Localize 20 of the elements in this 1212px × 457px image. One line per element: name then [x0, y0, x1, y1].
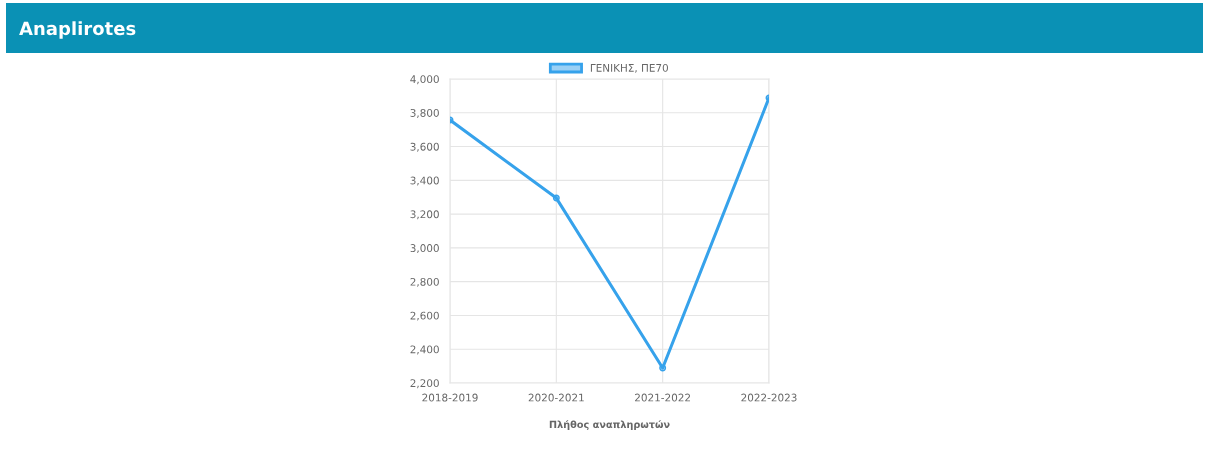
y-tick-label: 4,000 [410, 75, 439, 85]
y-tick-label: 2,200 [410, 379, 439, 389]
x-tick-label: 2022-2023 [741, 393, 797, 402]
y-tick-label: 3,400 [410, 176, 439, 186]
point [659, 364, 667, 372]
y-tick-label: 3,800 [410, 109, 439, 118]
y-tick-label: 2,400 [410, 345, 439, 355]
x-tick-label: 2020-2021 [528, 393, 584, 402]
y-tick-label: 3,600 [410, 142, 439, 152]
y-tick-label: 3,000 [410, 244, 439, 254]
y-tick-label: 2,800 [410, 277, 439, 287]
y-tick-label: 2,600 [410, 311, 439, 321]
y-tick-label: 3,200 [410, 210, 439, 220]
point [552, 194, 560, 202]
x-axis-title: Πλήθος αναπληρωτών [549, 420, 670, 430]
x-tick-label: 2018-2019 [422, 393, 478, 402]
text: Anaplirotes [19, 21, 136, 39]
line-series [450, 94, 769, 372]
x-tick-label: 2021-2022 [635, 393, 691, 402]
legend-label: ΓΕΝΙΚΗΣ, ΠΕ70 [590, 63, 668, 73]
